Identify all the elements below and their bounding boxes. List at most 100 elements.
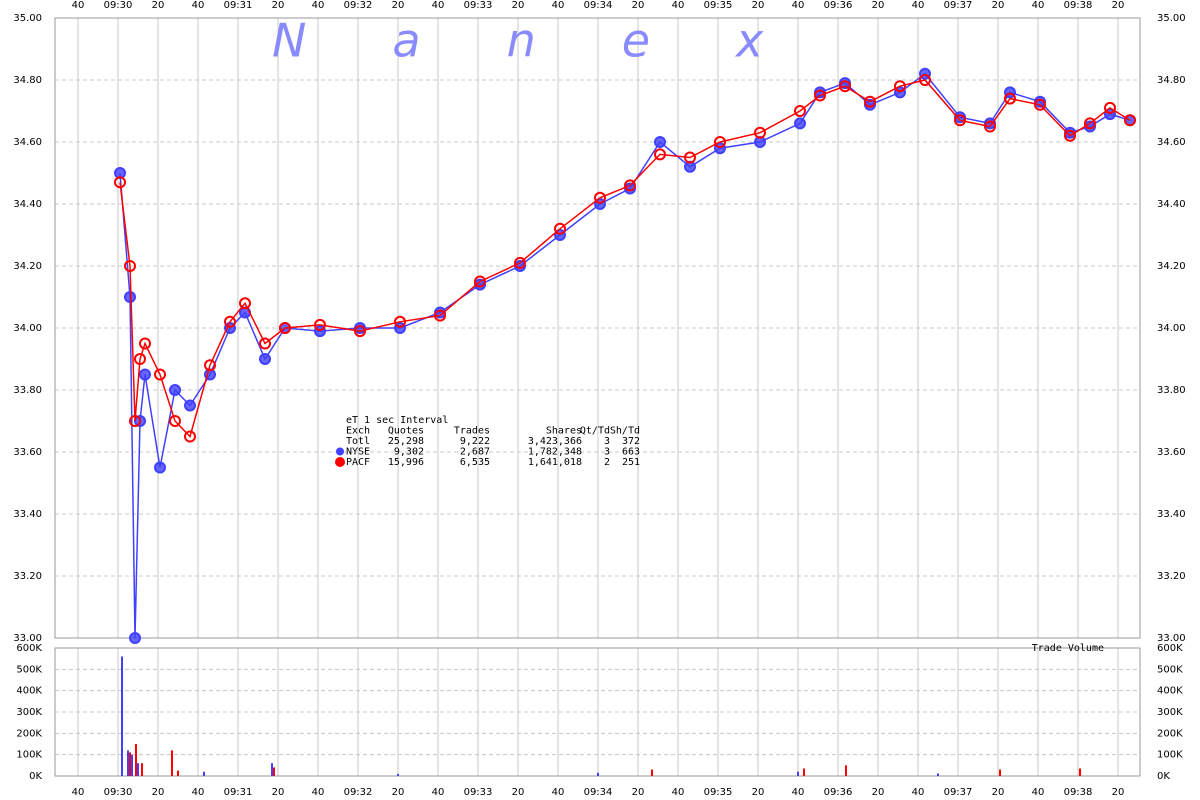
price-point bbox=[794, 105, 806, 117]
y-tick-label-right: 500K bbox=[1157, 664, 1183, 675]
y-tick-label-right: 400K bbox=[1157, 686, 1183, 697]
x-tick-label: 40 bbox=[552, 787, 565, 798]
x-tick-label-top: 40 bbox=[672, 0, 685, 11]
price-point bbox=[134, 353, 146, 365]
stats-cell: 1,782,348 bbox=[528, 447, 582, 458]
price-point bbox=[894, 80, 906, 93]
price-point bbox=[594, 191, 606, 204]
volume-bar bbox=[845, 765, 847, 776]
volume-bar bbox=[129, 752, 131, 776]
volume-title: Trade Volume bbox=[1032, 643, 1104, 654]
volume-bar bbox=[177, 770, 179, 776]
price-point bbox=[794, 117, 806, 130]
x-tick-label: 40 bbox=[312, 787, 325, 798]
x-tick-label: 40 bbox=[672, 787, 685, 798]
y-tick-label-right: 34.60 bbox=[1157, 137, 1186, 148]
price-point bbox=[279, 322, 291, 334]
x-tick-label: 09:30 bbox=[104, 787, 133, 798]
volume-bar bbox=[137, 763, 139, 776]
x-tick-label: 09:32 bbox=[344, 787, 373, 798]
stats-header: Qt/Td bbox=[580, 426, 610, 437]
y-tick-label: 400K bbox=[16, 686, 42, 697]
y-tick-label: 34.40 bbox=[13, 199, 42, 210]
x-tick-label-top: 09:31 bbox=[224, 0, 253, 11]
plot-border bbox=[54, 17, 1141, 639]
stats-header: Exch bbox=[346, 426, 370, 437]
volume-bar bbox=[999, 769, 1001, 776]
x-tick-label-top: 09:33 bbox=[464, 0, 493, 11]
y-tick-label-right: 33.80 bbox=[1157, 385, 1186, 396]
price-line bbox=[119, 79, 1131, 438]
x-tick-label: 20 bbox=[992, 787, 1005, 798]
legend-marker bbox=[336, 447, 344, 456]
price-point bbox=[184, 399, 196, 412]
x-tick-label-top: 40 bbox=[792, 0, 805, 11]
volume-bar bbox=[937, 773, 939, 776]
volume-bar bbox=[803, 768, 805, 776]
price-point bbox=[204, 359, 216, 372]
y-tick-label-right: 200K bbox=[1157, 728, 1183, 739]
price-point bbox=[169, 384, 181, 396]
price-point bbox=[129, 632, 141, 644]
y-tick-label-right: 300K bbox=[1157, 707, 1183, 718]
legend-marker bbox=[335, 457, 345, 467]
x-tick-label: 09:35 bbox=[704, 787, 733, 798]
stats-cell: 3,423,366 bbox=[528, 436, 582, 447]
y-tick-label: 33.80 bbox=[13, 385, 42, 396]
x-tick-label: 20 bbox=[1112, 787, 1125, 798]
price-point bbox=[1124, 114, 1136, 127]
stats-cell: 6,535 bbox=[460, 457, 490, 468]
price-point bbox=[554, 222, 566, 235]
y-tick-label-right: 33.40 bbox=[1157, 509, 1186, 520]
y-tick-label: 0K bbox=[29, 771, 42, 782]
x-tick-label-top: 09:35 bbox=[704, 0, 733, 11]
x-tick-label-top: 09:36 bbox=[824, 0, 853, 11]
x-tick-label: 20 bbox=[632, 787, 645, 798]
x-tick-label-top: 20 bbox=[752, 0, 765, 11]
y-tick-label: 34.80 bbox=[13, 75, 42, 86]
stats-cell: PACF bbox=[346, 457, 370, 468]
price-point bbox=[239, 297, 251, 310]
y-tick-label: 34.60 bbox=[13, 137, 42, 148]
volume-bar bbox=[121, 656, 123, 776]
price-point bbox=[124, 260, 136, 272]
y-tick-label: 33.40 bbox=[13, 509, 42, 520]
price-point bbox=[814, 89, 826, 102]
price-point bbox=[1004, 92, 1016, 105]
y-tick-label-right: 34.80 bbox=[1157, 75, 1186, 86]
x-tick-label-top: 20 bbox=[992, 0, 1005, 11]
price-point bbox=[839, 80, 851, 93]
x-tick-label-top: 09:37 bbox=[944, 0, 973, 11]
x-tick-label: 40 bbox=[912, 787, 925, 798]
price-point bbox=[984, 120, 996, 133]
x-tick-label-top: 40 bbox=[192, 0, 205, 11]
price-point bbox=[1034, 98, 1046, 111]
price-point bbox=[1104, 101, 1116, 114]
price-point bbox=[864, 95, 876, 108]
x-tick-label-top: 40 bbox=[552, 0, 565, 11]
price-point bbox=[394, 315, 406, 328]
watermark: Nanex bbox=[272, 14, 849, 68]
x-tick-label-top: 40 bbox=[72, 0, 85, 11]
x-tick-label: 09:31 bbox=[224, 787, 253, 798]
y-tick-label: 34.00 bbox=[13, 323, 42, 334]
price-point bbox=[259, 353, 271, 365]
price-point bbox=[919, 74, 931, 86]
stats-header: Sh/Td bbox=[610, 426, 640, 437]
stats-cell: 3 bbox=[604, 436, 610, 447]
x-tick-label-top: 09:30 bbox=[104, 0, 133, 11]
price-point bbox=[139, 368, 151, 381]
y-tick-label-right: 34.40 bbox=[1157, 199, 1186, 210]
y-tick-label-right: 600K bbox=[1157, 643, 1183, 654]
x-tick-label-top: 09:34 bbox=[584, 0, 613, 11]
stats-cell: 251 bbox=[622, 457, 640, 468]
price-point bbox=[714, 136, 726, 148]
volume-bar bbox=[397, 773, 399, 776]
y-tick-label: 33.60 bbox=[13, 447, 42, 458]
x-tick-label-top: 20 bbox=[632, 0, 645, 11]
price-point bbox=[684, 151, 696, 164]
y-tick-label: 33.00 bbox=[13, 633, 42, 644]
stats-cell: 25,298 bbox=[388, 436, 424, 447]
